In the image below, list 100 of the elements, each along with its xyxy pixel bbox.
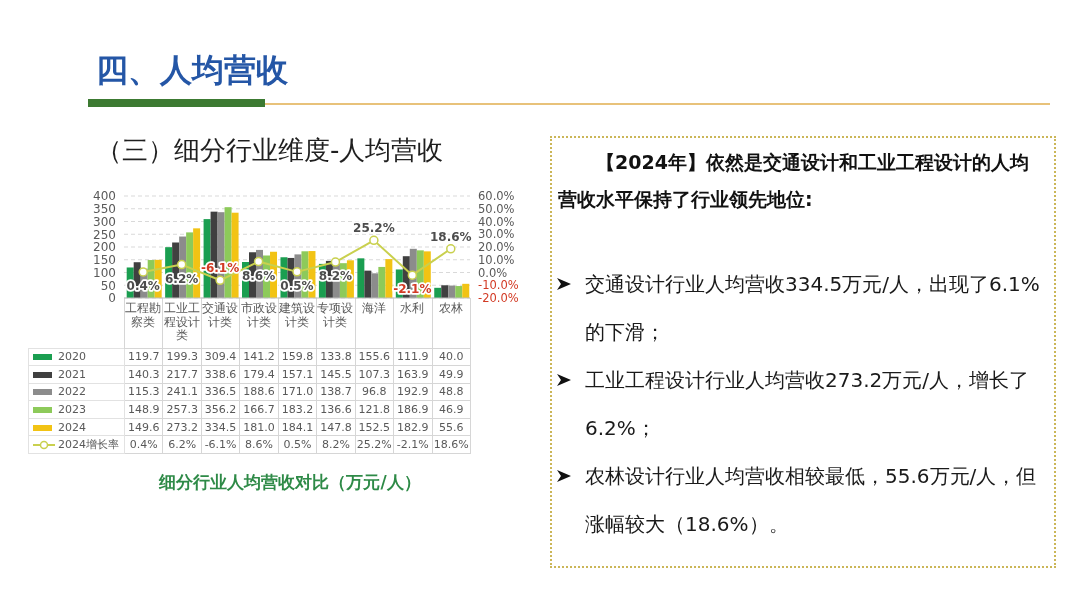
data-label: 157.1 xyxy=(281,367,314,381)
data-label: 217.7 xyxy=(166,367,198,381)
data-label: 171.0 xyxy=(281,385,314,399)
data-label: 186.9 xyxy=(397,403,429,417)
data-label: 96.8 xyxy=(362,385,387,399)
data-label: 133.8 xyxy=(320,350,352,364)
data-label: 163.9 xyxy=(397,367,429,381)
data-label: 199.3 xyxy=(166,350,198,364)
x-tick-label: 工程勘察类 xyxy=(125,301,162,329)
chart-subtitle: （三）细分行业维度-人均营收 xyxy=(96,134,444,167)
bar xyxy=(455,286,463,298)
y-tick-label: 250 xyxy=(93,227,116,242)
text: 8.2% xyxy=(318,269,353,284)
data-label: 336.5 xyxy=(204,385,237,399)
text: 交通设计行业人均营收334.5万元/人，出现了6.1%的下滑； xyxy=(585,272,1040,344)
data-label: 25.2% xyxy=(356,438,392,452)
point xyxy=(446,244,456,254)
data-label: 148.9 xyxy=(127,403,160,417)
data-label: 119.7 xyxy=(127,350,160,364)
data-label: 18.6% xyxy=(433,438,469,452)
data-label: 115.3 xyxy=(127,385,160,399)
data-label: 48.8 xyxy=(438,385,464,399)
data-label: 257.3 xyxy=(166,403,198,417)
data-label: 140.3 xyxy=(127,367,160,381)
data-label: 155.6 xyxy=(358,350,391,364)
bar xyxy=(441,285,449,298)
data-label: 0.4% xyxy=(129,438,158,452)
y2-tick-label: 10.0% xyxy=(478,252,515,267)
text: 工业工程设计行业人均营收273.2万元/人，增长了6.2%； xyxy=(585,368,1029,440)
point xyxy=(176,259,187,270)
y2-tick-label: 30.0% xyxy=(478,227,515,242)
legend-label: 2024增长率 xyxy=(58,438,119,452)
data-label: 149.6 xyxy=(127,420,160,434)
text: 【2024年】依然是交通设计和工业工程设计的人均营收水平保持了行业领先地位: xyxy=(558,150,1030,212)
data-label: 55.6 xyxy=(438,420,464,434)
legend-label: 2023 xyxy=(58,403,86,417)
data-label: 188.6 xyxy=(243,385,275,399)
y2-tick-label: -20.0% xyxy=(478,291,519,306)
x-tick-label: 建筑设计类 xyxy=(278,301,315,329)
data-label: 181.0 xyxy=(243,420,275,434)
y2-tick-label: 40.0% xyxy=(478,214,515,229)
x-tick-label: 农林 xyxy=(438,301,463,315)
y-tick-label: 400 xyxy=(93,189,116,204)
data-label: 141.2 xyxy=(243,350,275,364)
y-tick-label: 50 xyxy=(100,278,116,293)
data-label: 192.9 xyxy=(397,385,429,399)
x-tick-label: 专项设计类 xyxy=(317,301,354,329)
data-label: 8.6% xyxy=(245,438,273,452)
data-label: 152.5 xyxy=(358,420,391,434)
text: -2.1% xyxy=(393,282,432,297)
legend-label: 2022 xyxy=(58,385,86,399)
data-label: 121.8 xyxy=(358,403,391,417)
bar xyxy=(357,258,365,298)
x-tick-label: 水利 xyxy=(400,301,425,315)
point xyxy=(330,257,341,267)
data-label: 183.2 xyxy=(281,403,314,417)
y2-tick-label: 0.0% xyxy=(478,265,508,280)
data-label: 159.8 xyxy=(281,350,314,364)
legend-label: 2020 xyxy=(58,350,86,364)
text: 18.6% xyxy=(429,229,472,244)
x-tick-label: 工业工程设计类 xyxy=(163,301,200,342)
text: 8.6% xyxy=(241,268,276,283)
data-label: 338.6 xyxy=(204,367,237,381)
bar xyxy=(462,283,470,298)
point xyxy=(407,270,418,280)
text: 农林设计行业人均营收相较最低，55.6万元/人，但涨幅较大（18.6%）。 xyxy=(585,464,1037,536)
y2-tick-label: 60.0% xyxy=(478,189,515,204)
text: -6.1% xyxy=(200,261,240,276)
data-label: 179.4 xyxy=(243,367,275,381)
point xyxy=(253,256,264,267)
data-label: 136.6 xyxy=(320,403,352,417)
data-label: 147.8 xyxy=(320,420,352,434)
chart-title: 四、人均营收 xyxy=(96,51,288,89)
legend-label: 2024 xyxy=(58,420,86,434)
text: 25.2% xyxy=(353,221,395,236)
x-tick-label: 海洋 xyxy=(361,301,386,315)
bar xyxy=(371,273,379,298)
data-label: 334.5 xyxy=(204,420,237,434)
y-tick-label: 300 xyxy=(93,214,116,229)
data-label: 0.5% xyxy=(283,438,312,452)
y2-tick-label: -10.0% xyxy=(478,278,519,293)
data-label: 111.9 xyxy=(397,350,429,364)
data-label: 107.3 xyxy=(358,367,391,381)
y-tick-label: 350 xyxy=(93,202,116,217)
y2-tick-label: 20.0% xyxy=(478,240,515,255)
data-label: 356.2 xyxy=(204,403,237,417)
point xyxy=(292,267,302,277)
text: 0.4% xyxy=(126,278,160,293)
x-tick-label: 市政设计类 xyxy=(240,301,277,329)
y2-tick-label: 50.0% xyxy=(478,201,515,216)
data-label: 49.9 xyxy=(438,367,464,381)
y-tick-label: 100 xyxy=(93,265,116,280)
data-label: 40.0 xyxy=(438,350,464,364)
text: 0.5% xyxy=(280,278,314,293)
data-label: 184.1 xyxy=(281,420,314,434)
y-tick-label: 150 xyxy=(93,253,116,268)
data-label: 6.2% xyxy=(168,438,197,452)
legend-label: 2021 xyxy=(58,367,86,381)
x-tick-label: 交通设计类 xyxy=(202,301,239,329)
point xyxy=(138,267,148,277)
